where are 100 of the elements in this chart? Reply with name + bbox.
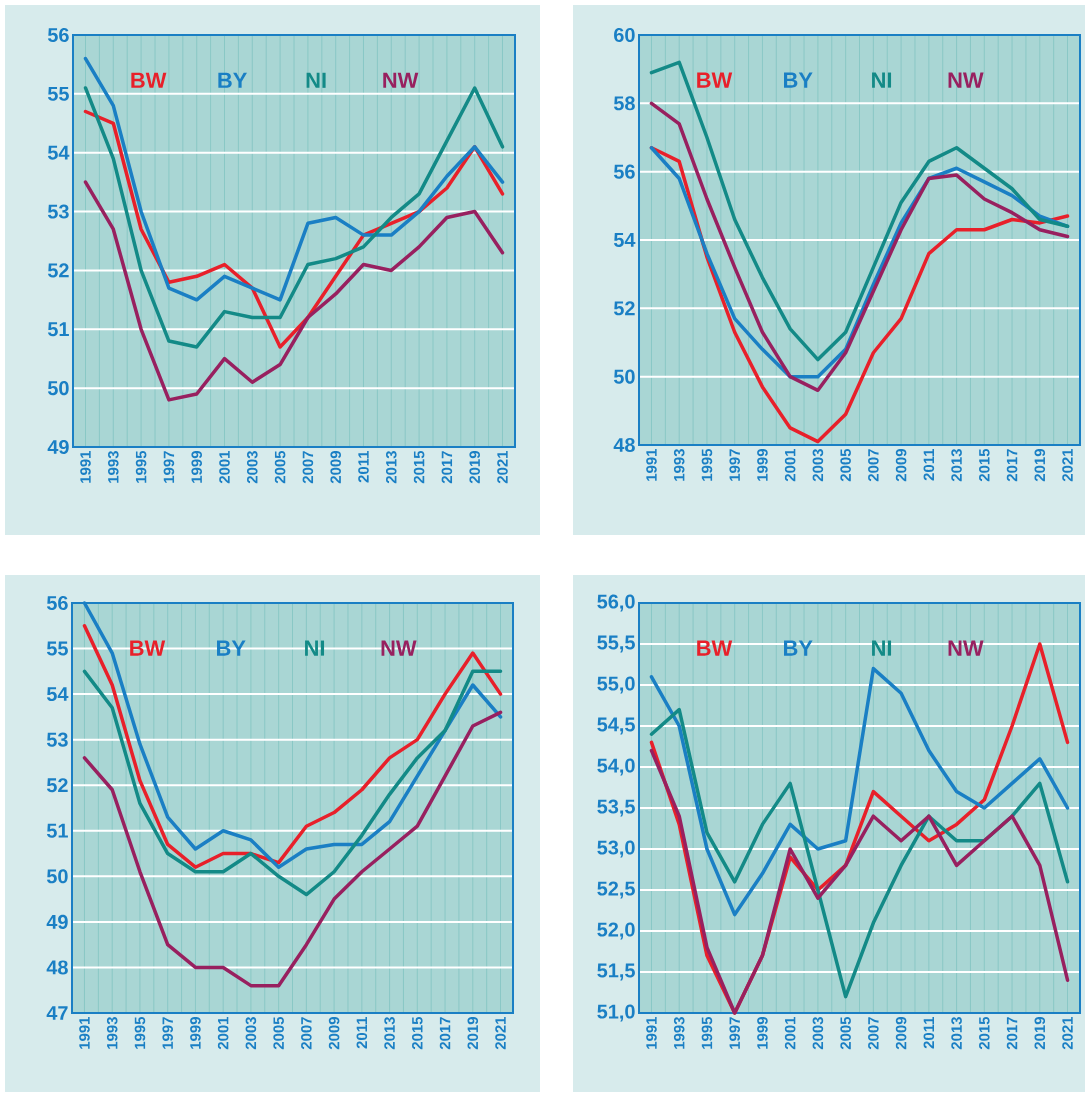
y-tick-label: 53 [46, 732, 68, 747]
x-tick-label: 2011 [356, 1016, 368, 1049]
text: NW [948, 640, 984, 656]
y-tick-label: 56 [47, 27, 69, 43]
x-tick-label: 2017 [1006, 1017, 1018, 1050]
y-tick-label: 56 [613, 164, 635, 179]
x-tick-label: 2003 [247, 451, 258, 484]
line-series [649, 60, 1070, 362]
text: NI [872, 72, 892, 88]
x-tick-label: 2007 [868, 1017, 879, 1050]
y-tick-label: 54 [47, 145, 70, 160]
x-tick-label: 1993 [673, 449, 685, 481]
x-tick-label: 2019 [1034, 1017, 1046, 1050]
line-series [83, 56, 505, 302]
y-tick-label: 52,0 [597, 922, 635, 940]
y-tick-label: 55,5 [597, 635, 635, 653]
y-tick-label: 55,0 [597, 676, 635, 694]
line-series [649, 748, 1070, 1015]
x-tick-label: 2009 [895, 449, 907, 482]
x-tick-label: 2003 [812, 1017, 824, 1050]
y-tick-label: 51 [47, 322, 69, 337]
x-tick-label: 2001 [784, 448, 796, 482]
y-tick-label: 55 [47, 86, 69, 101]
y-tick-label: 48 [46, 960, 68, 975]
x-tick-label: 2021 [1062, 1016, 1073, 1050]
text: BW [697, 72, 733, 88]
y-tick-label: 48 [613, 437, 635, 453]
text: NW [381, 640, 417, 656]
x-tick-label: 1997 [163, 451, 175, 483]
x-tick-label: 1999 [190, 1017, 201, 1049]
x-tick-label: 1995 [701, 448, 713, 481]
y-tick-label: 58 [613, 96, 635, 111]
x-tick-label: 2013 [384, 1017, 395, 1050]
x-tick-label: 2019 [1034, 449, 1046, 482]
x-tick-label: 2021 [497, 450, 508, 484]
x-tick-label: 2011 [923, 1016, 935, 1049]
x-tick-label: 1993 [106, 1017, 118, 1049]
x-tick-label: 1993 [108, 451, 119, 483]
x-tick-label: 2015 [413, 450, 425, 484]
y-tick-label: 50 [46, 869, 68, 884]
text: BW [697, 640, 733, 656]
x-tick-label: 1997 [162, 1017, 173, 1049]
y-tick-label: 52 [47, 263, 69, 278]
x-tick-label: 2015 [979, 448, 990, 482]
y-tick-label: 54 [613, 233, 636, 247]
y-tick-label: 52 [613, 301, 635, 316]
line-series [82, 710, 503, 988]
x-tick-label: 1991 [80, 450, 91, 483]
x-tick-label: 2007 [868, 449, 879, 482]
x-tick-label: 2015 [412, 1016, 423, 1050]
y-tick-label: 56 [46, 595, 68, 611]
x-tick-label: 2007 [301, 1017, 312, 1050]
series-label: BW [131, 72, 167, 88]
y-tick-label: 54 [46, 687, 69, 702]
text: NI [306, 72, 326, 88]
y-tick-label: 55 [46, 641, 68, 656]
x-tick-label: 2001 [219, 450, 230, 484]
x-tick-label: 1993 [673, 1017, 685, 1049]
x-tick-label: 2017 [441, 451, 453, 484]
x-tick-label: 2019 [467, 1017, 479, 1050]
x-tick-label: 2015 [979, 1016, 990, 1050]
text: BY [218, 72, 247, 88]
x-tick-label: 2021 [1062, 448, 1073, 482]
x-tick-label: 2013 [951, 449, 962, 482]
x-tick-label: 2005 [273, 1016, 284, 1050]
y-tick-label: 60 [614, 27, 635, 43]
x-tick-label: 2013 [951, 1017, 962, 1050]
x-tick-label: 2005 [274, 450, 286, 484]
y-tick-label: 51,5 [597, 963, 635, 981]
y-tick-label: 50 [47, 381, 69, 396]
x-tick-label: 1991 [79, 1016, 90, 1049]
x-tick-label: 1999 [757, 1017, 768, 1049]
line-series [649, 666, 1070, 917]
x-tick-label: 1999 [757, 449, 768, 481]
y-tick-label: 54,0 [597, 758, 635, 776]
line-series [649, 707, 1070, 999]
y-tick-label: 50 [613, 369, 635, 384]
x-tick-label: 2001 [217, 1016, 229, 1050]
x-tick-label: 1995 [701, 1016, 713, 1049]
y-tick-label: 49 [47, 439, 69, 455]
y-tick-label: 51,0 [597, 1004, 635, 1022]
x-tick-label: 2011 [923, 448, 935, 481]
x-tick-label: 1995 [135, 450, 147, 483]
y-tick-label: 47 [46, 1006, 68, 1020]
x-tick-label: 2005 [840, 1016, 851, 1050]
y-tick-label: 52,5 [597, 881, 635, 899]
text: NI [872, 640, 892, 656]
x-tick-label: 2013 [385, 451, 397, 484]
series-label: BW [130, 640, 166, 656]
y-tick-label: 56,0 [597, 594, 635, 612]
x-tick-label: 2003 [245, 1017, 257, 1050]
text: NW [948, 72, 984, 88]
line-series [82, 669, 503, 897]
x-tick-label: 2021 [495, 1016, 506, 1050]
x-tick-label: 2003 [812, 449, 824, 482]
x-tick-label: 2001 [784, 1016, 796, 1050]
x-tick-label: 2007 [302, 451, 314, 484]
y-tick-label: 51 [46, 823, 68, 838]
x-tick-label: 2009 [895, 1017, 907, 1050]
x-tick-label: 1991 [646, 448, 657, 481]
